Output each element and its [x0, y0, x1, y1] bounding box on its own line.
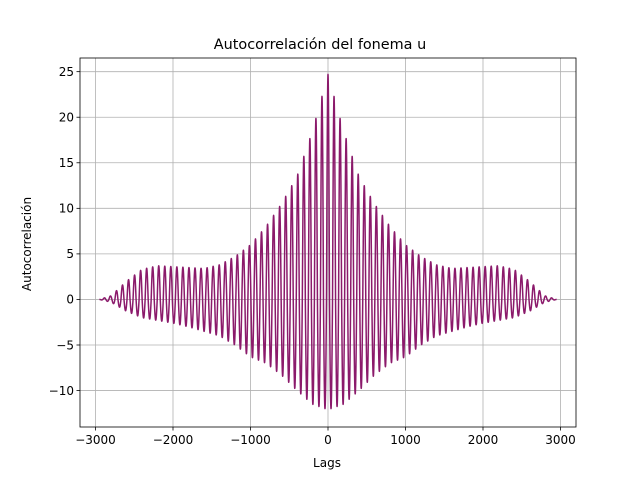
x-tick-label: 1000 — [390, 433, 421, 447]
ticks: −3000 −2000 −1000 0 1000 2000 3000 −10 −5 0 5 10 15 2… — [49, 65, 576, 447]
y-tick-label: −5 — [56, 338, 74, 352]
y-tick-label: 10 — [59, 202, 74, 216]
y-tick-label: 15 — [59, 156, 74, 170]
autocorrelation-line — [98, 73, 558, 410]
chart-title: Autocorrelación del fonema u — [214, 37, 426, 53]
y-tick-label: 20 — [59, 111, 74, 125]
x-tick-label: −1000 — [230, 433, 271, 447]
y-tick-label: 0 — [66, 293, 74, 307]
y-tick-label: −10 — [49, 384, 74, 398]
y-tick-label: 5 — [66, 247, 74, 261]
x-tick-label: 0 — [324, 433, 332, 447]
x-tick-label: 2000 — [468, 433, 499, 447]
x-tick-label: −2000 — [153, 433, 194, 447]
x-tick-label: −3000 — [75, 433, 116, 447]
y-axis-label: Autocorrelación — [20, 197, 34, 291]
series-layer — [98, 73, 558, 410]
y-tick-label: 25 — [59, 65, 74, 79]
x-tick-label: 3000 — [545, 433, 576, 447]
x-axis-label: Lags — [313, 456, 341, 470]
